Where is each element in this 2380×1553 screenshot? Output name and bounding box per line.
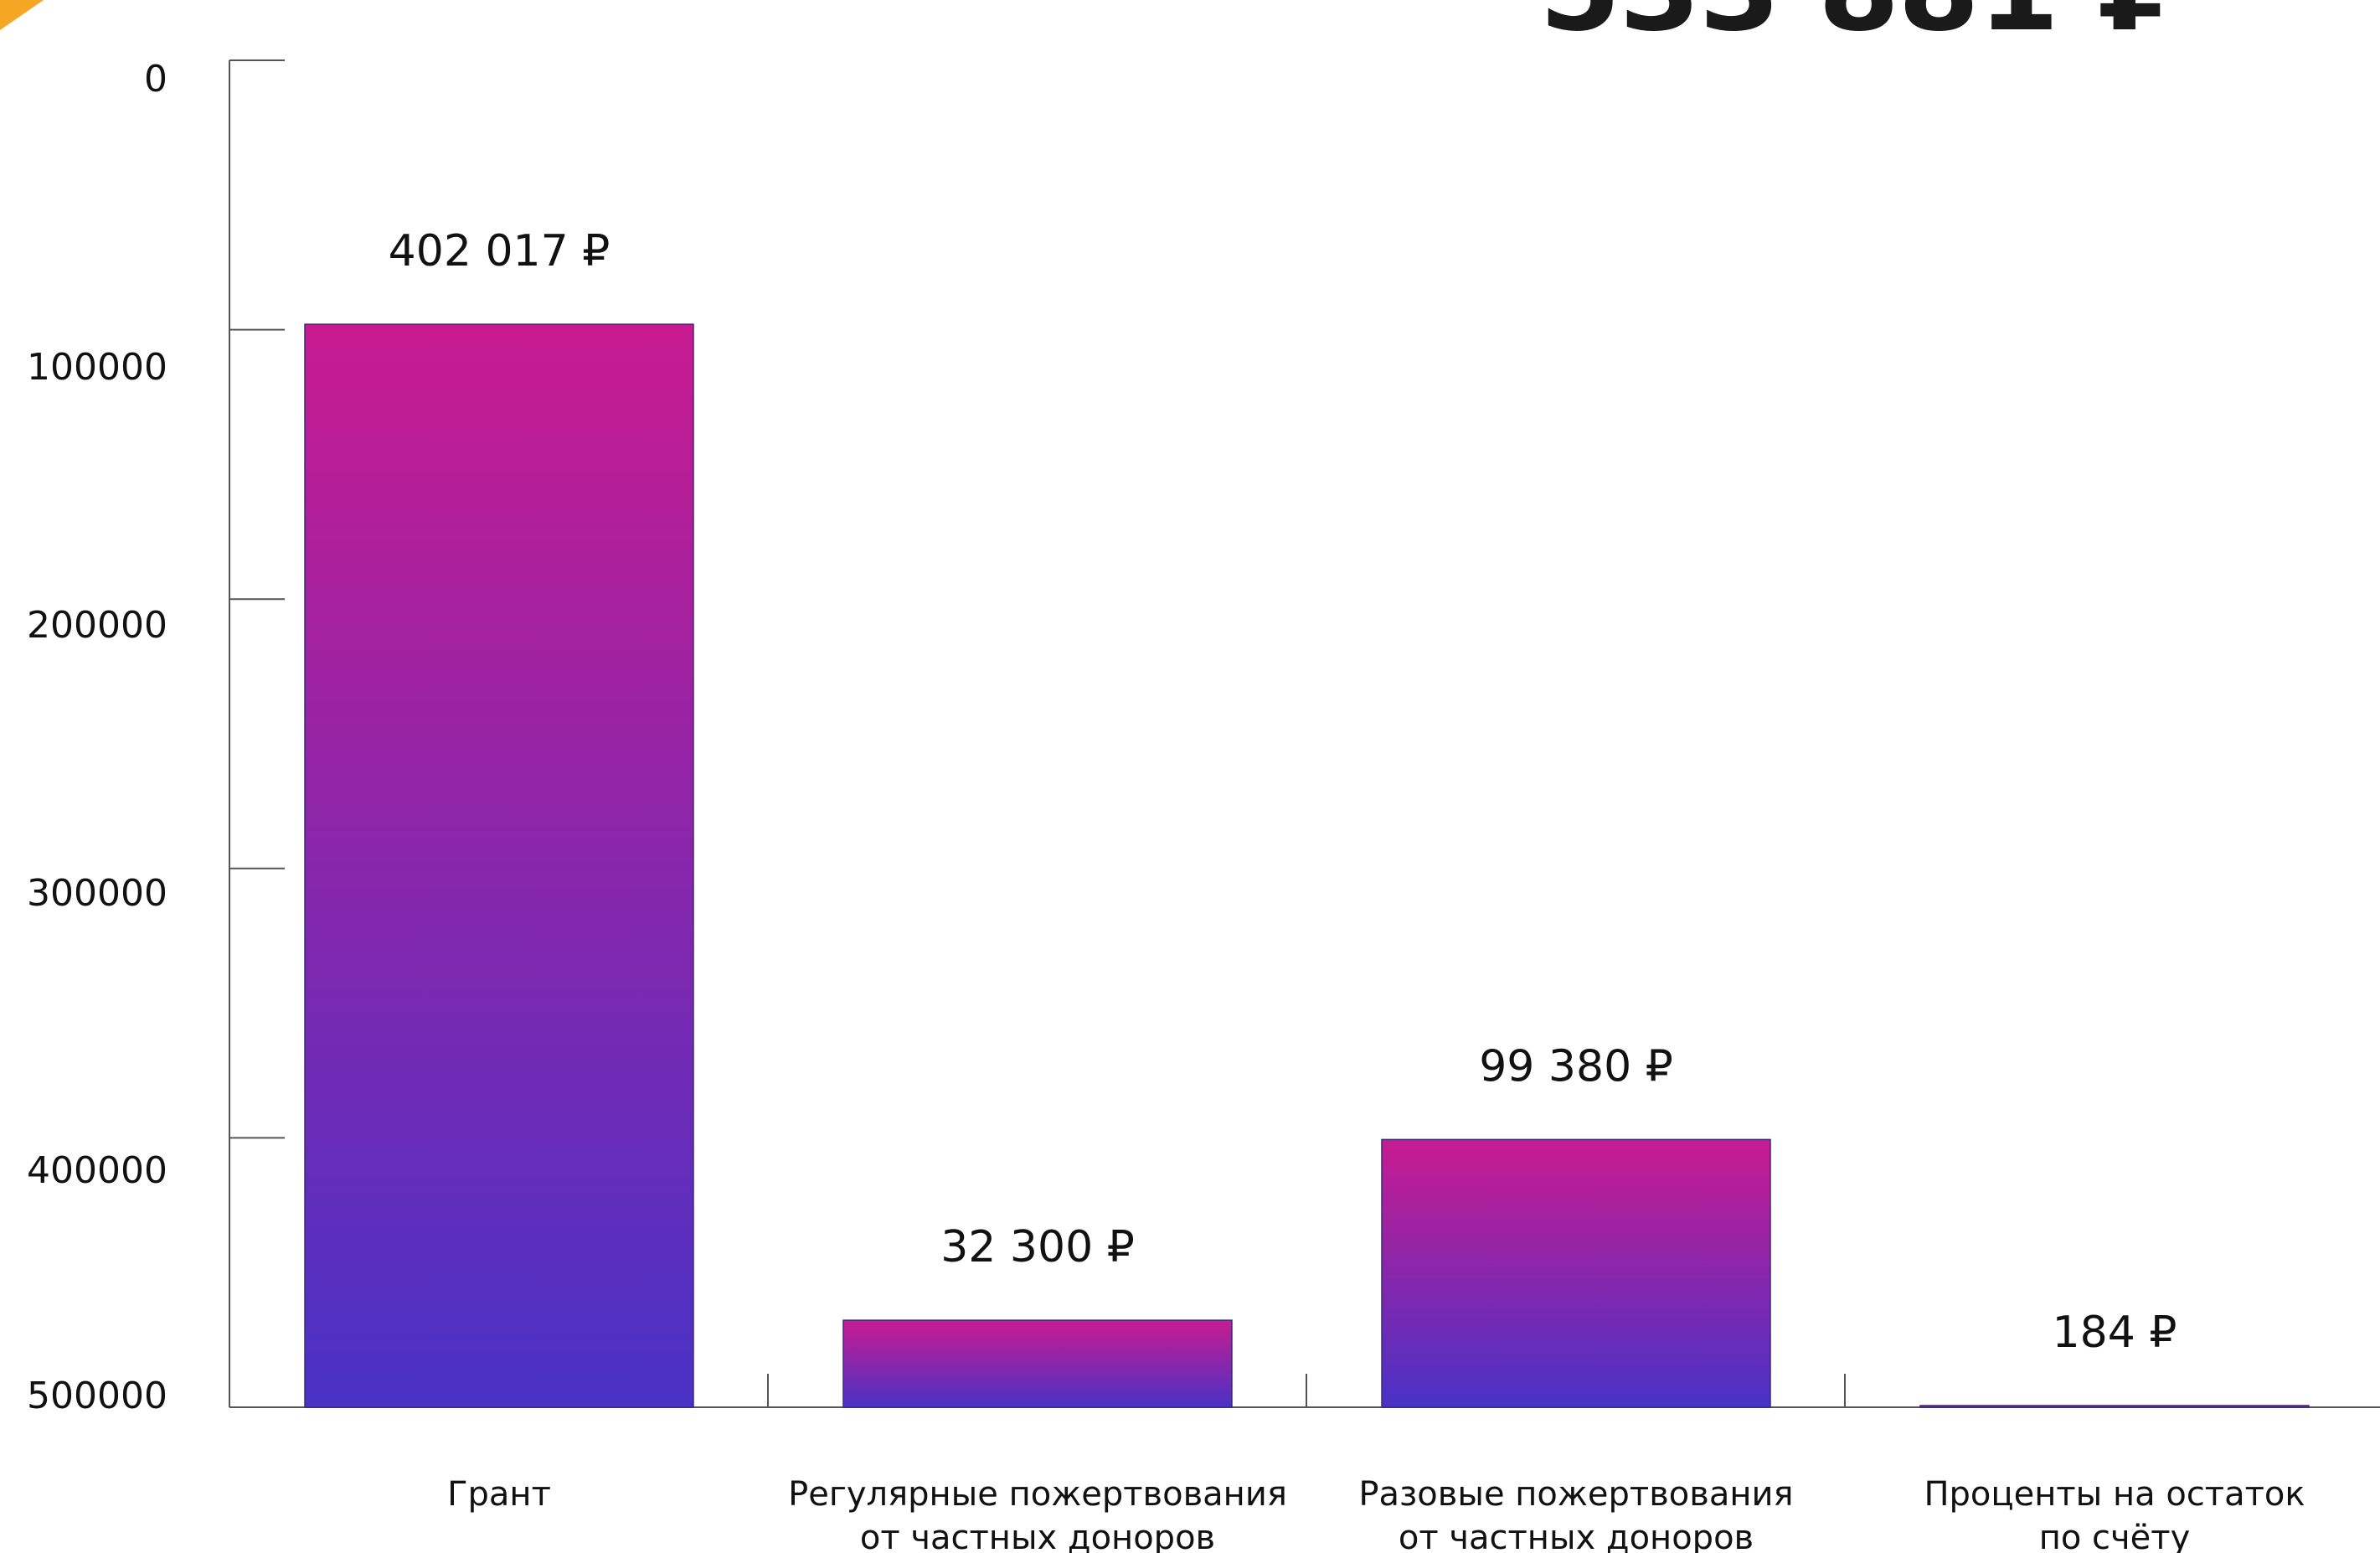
bars bbox=[304, 323, 2310, 1408]
y-tick-label: 200000 bbox=[27, 604, 167, 647]
y-tick-label: 500000 bbox=[27, 1375, 167, 1417]
labels: 0 100000 200000 300000 400000 500000 402 017 ₽… bbox=[27, 58, 2305, 1553]
x-category-label: от частных доноров bbox=[1399, 1519, 1754, 1553]
bar-value-label: 32 300 ₽ bbox=[940, 1222, 1135, 1272]
bar-value-label: 184 ₽ bbox=[2053, 1308, 2177, 1358]
x-category-label: Проценты на остаток bbox=[1924, 1475, 2305, 1514]
x-category-label: Разовые пожертвования bbox=[1358, 1475, 1793, 1514]
bar[interactable] bbox=[1381, 1138, 1771, 1408]
x-category-label: Регулярные пожертвования bbox=[788, 1475, 1287, 1514]
bar[interactable] bbox=[1919, 1405, 2310, 1408]
x-category-label: от частных доноров bbox=[860, 1519, 1215, 1553]
bar-value-label: 402 017 ₽ bbox=[389, 226, 610, 276]
x-category-label: по счёту bbox=[2039, 1519, 2191, 1553]
y-tick-label: 400000 bbox=[27, 1149, 167, 1192]
y-tick-label: 0 bbox=[144, 58, 167, 101]
bar[interactable] bbox=[304, 323, 694, 1408]
bar-value-label: 99 380 ₽ bbox=[1479, 1041, 1673, 1091]
bar[interactable] bbox=[842, 1319, 1233, 1408]
total-amount: 533 881 ₽ bbox=[1539, 0, 2178, 57]
corner-accent-triangle bbox=[0, 0, 44, 30]
y-tick-label: 300000 bbox=[27, 872, 167, 915]
y-tick-label: 100000 bbox=[27, 346, 167, 389]
x-category-label: Грант bbox=[447, 1475, 551, 1514]
